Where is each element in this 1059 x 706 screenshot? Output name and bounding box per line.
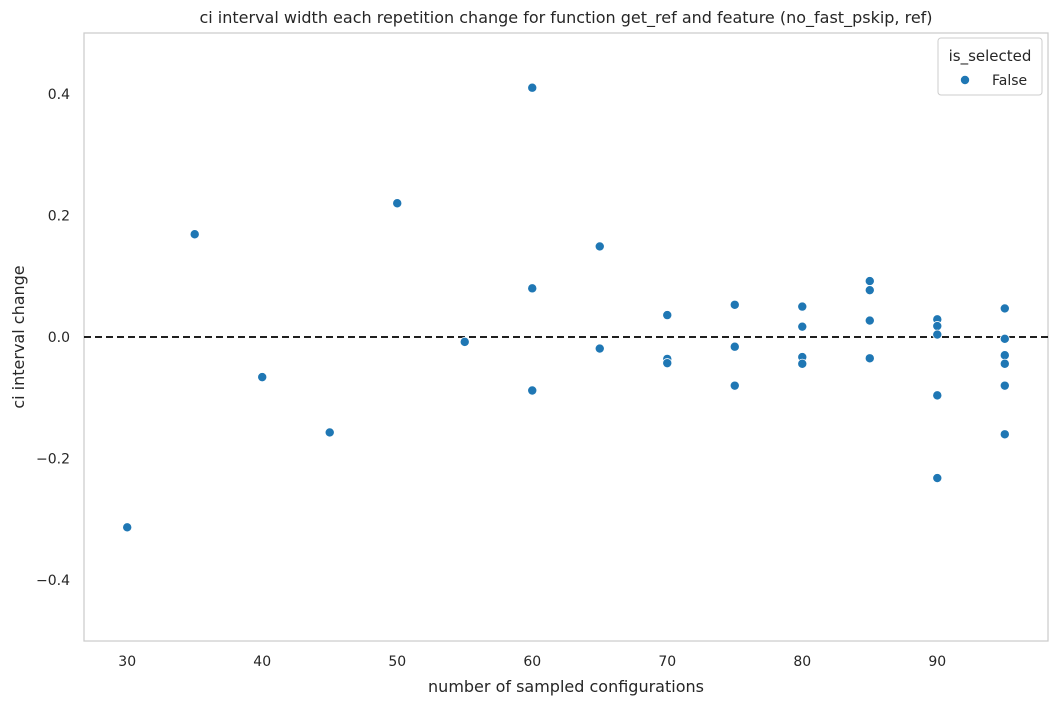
y-tick-label: 0.0 — [48, 330, 70, 346]
y-axis-ticks: −0.4 −0.2 0.0 0.2 0.4 — [36, 87, 70, 589]
data-point — [729, 341, 740, 352]
x-tick-label: 40 — [253, 654, 271, 670]
data-point — [729, 380, 740, 391]
data-point — [594, 241, 605, 252]
data-point — [257, 372, 268, 383]
data-point — [122, 522, 133, 533]
data-point — [797, 301, 808, 312]
x-axis-ticks: 30 40 50 60 70 80 90 — [118, 654, 946, 670]
data-point — [932, 321, 943, 332]
data-point — [999, 429, 1010, 440]
data-point — [999, 303, 1010, 314]
data-point — [864, 315, 875, 326]
data-point — [999, 358, 1010, 369]
y-tick-label: 0.2 — [48, 208, 70, 224]
y-tick-label: −0.2 — [36, 452, 70, 468]
data-point — [392, 198, 403, 209]
data-point — [527, 82, 538, 93]
data-point — [797, 358, 808, 369]
x-tick-label: 30 — [118, 654, 136, 670]
data-point — [662, 358, 673, 369]
data-points — [122, 82, 1010, 533]
data-point — [999, 350, 1010, 361]
data-point — [324, 427, 335, 438]
data-point — [459, 336, 470, 347]
y-axis-label: ci interval change — [9, 265, 28, 408]
chart-title: ci interval width each repetition change… — [199, 8, 932, 28]
data-point — [999, 333, 1010, 344]
data-point — [999, 380, 1010, 391]
data-point — [594, 343, 605, 354]
x-tick-label: 60 — [523, 654, 541, 670]
legend-title: is_selected — [949, 47, 1032, 66]
data-point — [797, 321, 808, 332]
data-point — [189, 229, 200, 240]
data-point — [864, 353, 875, 364]
legend-entry-label: False — [992, 73, 1027, 89]
data-point — [932, 390, 943, 401]
data-point — [527, 385, 538, 396]
data-point — [864, 276, 875, 287]
legend-marker — [960, 75, 971, 86]
data-point — [932, 473, 943, 484]
data-point — [932, 329, 943, 340]
legend: is_selected False — [937, 37, 1043, 96]
data-point — [864, 285, 875, 296]
x-axis-label: number of sampled configurations — [428, 677, 704, 696]
y-tick-label: 0.4 — [48, 87, 70, 103]
x-tick-label: 80 — [793, 654, 811, 670]
x-tick-label: 90 — [928, 654, 946, 670]
data-point — [662, 310, 673, 321]
x-tick-label: 50 — [388, 654, 406, 670]
data-point — [527, 283, 538, 294]
data-point — [729, 299, 740, 310]
y-tick-label: −0.4 — [36, 573, 70, 589]
x-tick-label: 70 — [658, 654, 676, 670]
